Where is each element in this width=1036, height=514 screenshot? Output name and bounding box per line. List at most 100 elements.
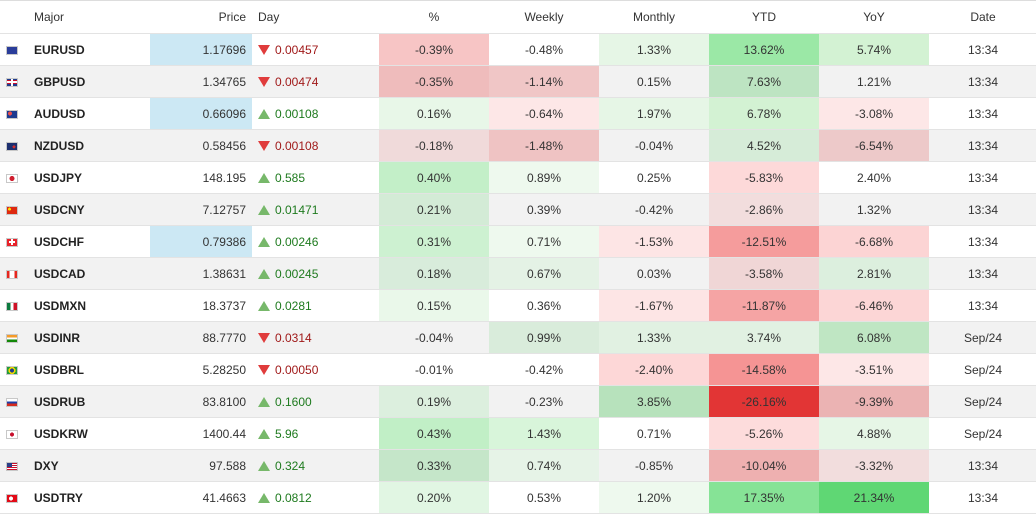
table-row[interactable]: USDCAD 1.38631 0.00245 0.18% 0.67% 0.03% -3.58…: [0, 257, 1036, 290]
day-column-header[interactable]: Day: [252, 0, 379, 34]
yoy-change-cell: -3.51%: [819, 353, 929, 386]
monthly-change-cell: 0.25%: [599, 161, 709, 194]
arrow-up-icon: [258, 109, 270, 120]
arrow-up-icon: [258, 173, 270, 184]
price-cell: 0.66096: [150, 97, 252, 130]
table-row[interactable]: USDRUB 83.8100 0.1600 0.19% -0.23% 3.85% -26.1…: [0, 385, 1036, 418]
percent-change-cell: 0.31%: [379, 225, 489, 258]
yoy-change-cell: -6.68%: [819, 225, 929, 258]
day-change-value: 0.00050: [275, 362, 319, 377]
weekly-change-cell: 0.53%: [489, 481, 599, 514]
flag-ru-icon: [6, 397, 18, 407]
day-change-cell: 0.0812: [252, 481, 379, 514]
day-change-value: 0.01471: [275, 202, 319, 217]
flag-cell: [0, 449, 28, 482]
monthly-column-header[interactable]: Monthly: [599, 0, 709, 34]
yoy-change-cell: -9.39%: [819, 385, 929, 418]
arrow-up-icon: [258, 237, 270, 248]
day-change-cell: 0.0314: [252, 321, 379, 354]
ytd-change-cell: 13.62%: [709, 33, 819, 66]
table-row[interactable]: EURUSD 1.17696 0.00457 -0.39% -0.48% 1.33% 13.…: [0, 33, 1036, 66]
pair-name-cell[interactable]: USDRUB: [28, 385, 150, 418]
pair-name-cell[interactable]: USDJPY: [28, 161, 150, 194]
flag-nz-icon: [6, 141, 18, 151]
pair-name-cell[interactable]: NZDUSD: [28, 129, 150, 162]
price-column-header[interactable]: Price: [150, 0, 252, 34]
ytd-change-cell: 3.74%: [709, 321, 819, 354]
table-row[interactable]: USDMXN 18.3737 0.0281 0.15% 0.36% -1.67% -11.8…: [0, 289, 1036, 322]
table-row[interactable]: USDCNY 7.12757 0.01471 0.21% 0.39% -0.42% -2.8…: [0, 193, 1036, 226]
percent-change-cell: 0.40%: [379, 161, 489, 194]
flag-mx-icon: [6, 301, 18, 311]
arrow-up-icon: [258, 397, 270, 408]
day-change-cell: 0.00246: [252, 225, 379, 258]
price-cell: 1.17696: [150, 33, 252, 66]
table-row[interactable]: USDBRL 5.28250 0.00050 -0.01% -0.42% -2.40% -1…: [0, 353, 1036, 386]
flag-cell: [0, 129, 28, 162]
weekly-change-cell: 0.71%: [489, 225, 599, 258]
weekly-change-cell: -1.48%: [489, 129, 599, 162]
percent-change-cell: 0.21%: [379, 193, 489, 226]
weekly-change-cell: 0.74%: [489, 449, 599, 482]
day-change-value: 0.324: [275, 458, 306, 473]
weekly-change-cell: -1.14%: [489, 65, 599, 98]
table-row[interactable]: USDINR 88.7770 0.0314 -0.04% 0.99% 1.33% 3.74%…: [0, 321, 1036, 354]
arrow-up-icon: [258, 493, 270, 504]
pair-name-cell[interactable]: USDCAD: [28, 257, 150, 290]
date-cell: Sep/24: [929, 321, 1036, 354]
yoy-change-cell: 4.88%: [819, 417, 929, 450]
date-cell: 13:34: [929, 289, 1036, 322]
date-cell: Sep/24: [929, 353, 1036, 386]
day-change-value: 0.0281: [275, 298, 312, 313]
pair-name-cell[interactable]: USDBRL: [28, 353, 150, 386]
pair-name-cell[interactable]: USDMXN: [28, 289, 150, 322]
pair-name-cell[interactable]: EURUSD: [28, 33, 150, 66]
table-row[interactable]: NZDUSD 0.58456 0.00108 -0.18% -1.48% -0.04% 4.…: [0, 129, 1036, 162]
yoy-column-header[interactable]: YoY: [819, 0, 929, 34]
percent-change-cell: -0.39%: [379, 33, 489, 66]
date-cell: 13:34: [929, 65, 1036, 98]
major-column-header[interactable]: Major: [28, 0, 150, 34]
table-row[interactable]: GBPUSD 1.34765 0.00474 -0.35% -1.14% 0.15% 7.6…: [0, 65, 1036, 98]
table-row[interactable]: USDKRW 1400.44 5.96 0.43% 1.43% 0.71% -5.26% 4.…: [0, 417, 1036, 450]
pair-name-cell[interactable]: USDCHF: [28, 225, 150, 258]
yoy-change-cell: 1.21%: [819, 65, 929, 98]
flag-column-header: [0, 0, 28, 34]
table-row[interactable]: USDCHF 0.79386 0.00246 0.31% 0.71% -1.53% -12.…: [0, 225, 1036, 258]
weekly-change-cell: 0.89%: [489, 161, 599, 194]
yoy-change-cell: -3.32%: [819, 449, 929, 482]
yoy-change-cell: -3.08%: [819, 97, 929, 130]
table-row[interactable]: DXY 97.588 0.324 0.33% 0.74% -0.85% -10.04% -3.…: [0, 449, 1036, 482]
pair-name-cell[interactable]: USDCNY: [28, 193, 150, 226]
day-change-cell: 0.00245: [252, 257, 379, 290]
pair-name-cell[interactable]: USDKRW: [28, 417, 150, 450]
day-change-value: 0.585: [275, 170, 306, 185]
table-row[interactable]: AUDUSD 0.66096 0.00108 0.16% -0.64% 1.97% 6.78…: [0, 97, 1036, 130]
pair-name-cell[interactable]: GBPUSD: [28, 65, 150, 98]
pair-name-cell[interactable]: USDTRY: [28, 481, 150, 514]
date-cell: 13:34: [929, 33, 1036, 66]
arrow-down-icon: [258, 141, 270, 152]
ytd-column-header[interactable]: YTD: [709, 0, 819, 34]
date-column-header[interactable]: Date: [929, 0, 1036, 34]
pair-name-cell[interactable]: AUDUSD: [28, 97, 150, 130]
table-row[interactable]: USDTRY 41.4663 0.0812 0.20% 0.53% 1.20% 17.35%…: [0, 481, 1036, 514]
price-cell: 83.8100: [150, 385, 252, 418]
percent-change-cell: 0.16%: [379, 97, 489, 130]
pair-name-cell[interactable]: DXY: [28, 449, 150, 482]
date-cell: 13:34: [929, 193, 1036, 226]
day-change-cell: 0.00108: [252, 97, 379, 130]
weekly-change-cell: -0.48%: [489, 33, 599, 66]
day-change-value: 0.0314: [275, 330, 312, 345]
price-cell: 1.34765: [150, 65, 252, 98]
date-cell: 13:34: [929, 161, 1036, 194]
monthly-change-cell: 0.03%: [599, 257, 709, 290]
pair-name-cell[interactable]: USDINR: [28, 321, 150, 354]
percent-column-header[interactable]: %: [379, 0, 489, 34]
monthly-change-cell: 3.85%: [599, 385, 709, 418]
percent-change-cell: 0.43%: [379, 417, 489, 450]
table-row[interactable]: USDJPY 148.195 0.585 0.40% 0.89% 0.25% -5.83% 2…: [0, 161, 1036, 194]
price-cell: 18.3737: [150, 289, 252, 322]
weekly-column-header[interactable]: Weekly: [489, 0, 599, 34]
